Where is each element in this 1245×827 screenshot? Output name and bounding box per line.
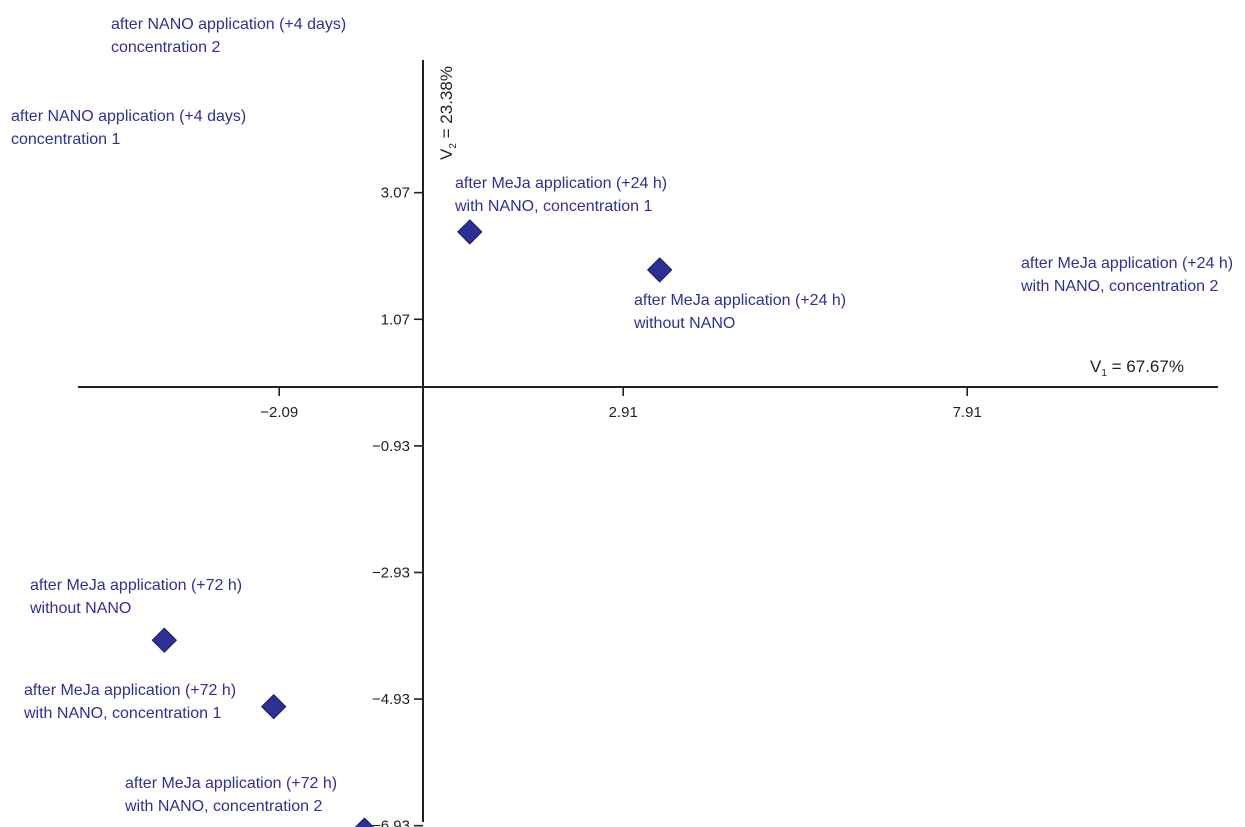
x-tick-label: −2.09 <box>260 404 298 421</box>
y-tick-label: −2.93 <box>372 564 410 581</box>
point-label: after MeJa application (+72 h) with NANO,… <box>124 775 337 815</box>
point-label: after MeJa application (+24 h) with NANO,… <box>1020 255 1233 295</box>
x-axis-title: V1 = 67.67% <box>1090 357 1184 379</box>
point-label-line: after NANO application (+4 days) <box>11 108 246 125</box>
point-label: after MeJa application (+24 h) without NA… <box>633 292 846 332</box>
point-label-line: with NANO, concentration 2 <box>124 798 323 815</box>
y-tick-label: −0.93 <box>372 438 410 455</box>
x-axis-ticks: −7.09−2.092.917.9112.91 <box>260 387 982 421</box>
y-axis-title: V2 = 23.38% <box>437 66 459 160</box>
x-tick-label: 2.91 <box>609 404 638 421</box>
point-label: after MeJa application (+72 h) without NA… <box>29 577 242 617</box>
data-point-marker <box>646 257 673 283</box>
point-label: after MeJa application (+24 h) with NANO,… <box>454 175 667 215</box>
point-label-line: with NANO, concentration 2 <box>1020 278 1219 295</box>
y-axis-ticks: 3.07 1.07 −0.93 −2.93 −4.93 −6.93 <box>372 185 423 827</box>
y-tick-label: −4.93 <box>372 691 410 708</box>
point-label-line: concentration 1 <box>11 131 121 148</box>
data-point-marker <box>151 627 178 653</box>
point-label-line: after MeJa application (+72 h) <box>125 775 337 792</box>
data-points <box>151 219 673 827</box>
point-label-line: after MeJa application (+72 h) <box>24 682 236 699</box>
point-label-line: with NANO, concentration 1 <box>23 705 222 722</box>
y-tick-label: 3.07 <box>381 185 410 202</box>
point-label-line: with NANO, concentration 1 <box>454 198 653 215</box>
point-label-line: concentration 2 <box>111 39 221 56</box>
data-point-marker <box>354 817 375 827</box>
y-tick-label: −6.93 <box>372 818 410 827</box>
point-label-line: after NANO application (+4 days) <box>111 16 346 33</box>
point-label: after NANO application (+4 days) concentr… <box>11 108 246 148</box>
point-label-line: without NANO <box>29 600 131 617</box>
point-label: after NANO application (+4 days) concentr… <box>111 16 346 56</box>
point-label-line: without NANO <box>633 315 735 332</box>
point-label-line: after MeJa application (+72 h) <box>30 577 242 594</box>
point-labels: after NANO application (+4 days) concentr… <box>11 16 1233 815</box>
point-label-line: after MeJa application (+24 h) <box>455 175 667 192</box>
point-label: after MeJa application (+72 h) with NANO,… <box>23 682 236 722</box>
x-tick-label: 7.91 <box>953 404 982 421</box>
point-label-line: after MeJa application (+24 h) <box>634 292 846 309</box>
data-point-marker <box>260 693 287 720</box>
y-tick-label: 1.07 <box>381 311 410 328</box>
point-label-line: after MeJa application (+24 h) <box>1021 255 1233 272</box>
data-point-marker <box>457 219 483 245</box>
